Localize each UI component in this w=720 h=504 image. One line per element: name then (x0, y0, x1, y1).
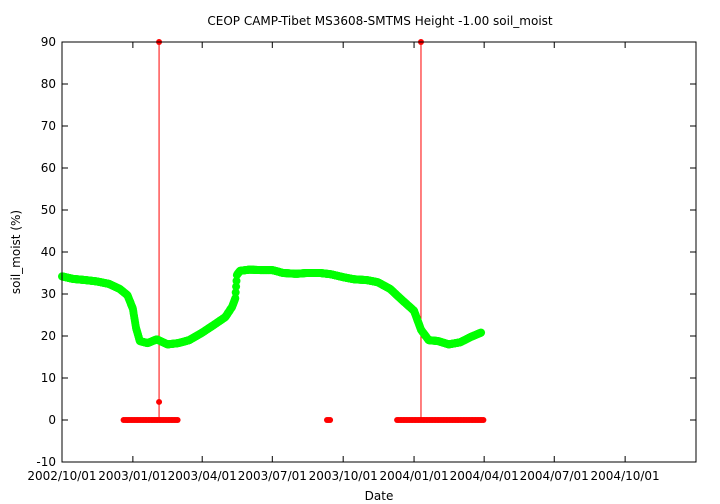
y-tick-label: 60 (41, 161, 56, 175)
flag-point (480, 417, 487, 423)
x-tick-label: 2004/04/01 (450, 469, 519, 483)
y-tick-label: 90 (41, 35, 56, 49)
plot-frame (61, 41, 697, 463)
flag-point (174, 417, 181, 423)
y-tick-label: 10 (41, 371, 56, 385)
x-tick-label: 2003/07/01 (238, 469, 307, 483)
soil-moist-point (477, 328, 486, 337)
x-tick-label: 2004/10/01 (591, 469, 660, 483)
x-tick-label: 2003/04/01 (168, 469, 237, 483)
soil-moist-point (231, 288, 240, 297)
x-tick-label: 2004/01/01 (379, 469, 448, 483)
flag-point (327, 417, 334, 423)
y-axis-label: soil_moist (%) (9, 210, 23, 294)
x-axis-label: Date (365, 489, 394, 503)
soil-moist-point (232, 276, 241, 285)
soil-moist-point (232, 282, 241, 291)
flag-point (156, 398, 163, 405)
x-tick-label: 2002/10/01 (27, 469, 96, 483)
y-tick-label: 50 (41, 203, 56, 217)
y-tick-label: 20 (41, 329, 56, 343)
y-tick-label: 40 (41, 245, 56, 259)
series-layer (58, 39, 487, 423)
chart-title: CEOP CAMP-Tibet MS3608-SMTMS Height -1.0… (207, 14, 553, 28)
x-tick-label: 2004/07/01 (520, 469, 589, 483)
soil-moist-point (231, 294, 240, 303)
y-tick-label: 0 (48, 413, 56, 427)
ticks-layer: -10 0 10 20 30 40 50 60 70 80 90 2002/10/01 2003/01/… (27, 35, 696, 483)
y-tick-label: 70 (41, 119, 56, 133)
y-tick-label: -10 (36, 455, 56, 469)
y-tick-label: 30 (41, 287, 56, 301)
x-tick-label: 2003/01/01 (98, 469, 167, 483)
y-tick-label: 80 (41, 77, 56, 91)
x-tick-label: 2003/10/01 (309, 469, 378, 483)
